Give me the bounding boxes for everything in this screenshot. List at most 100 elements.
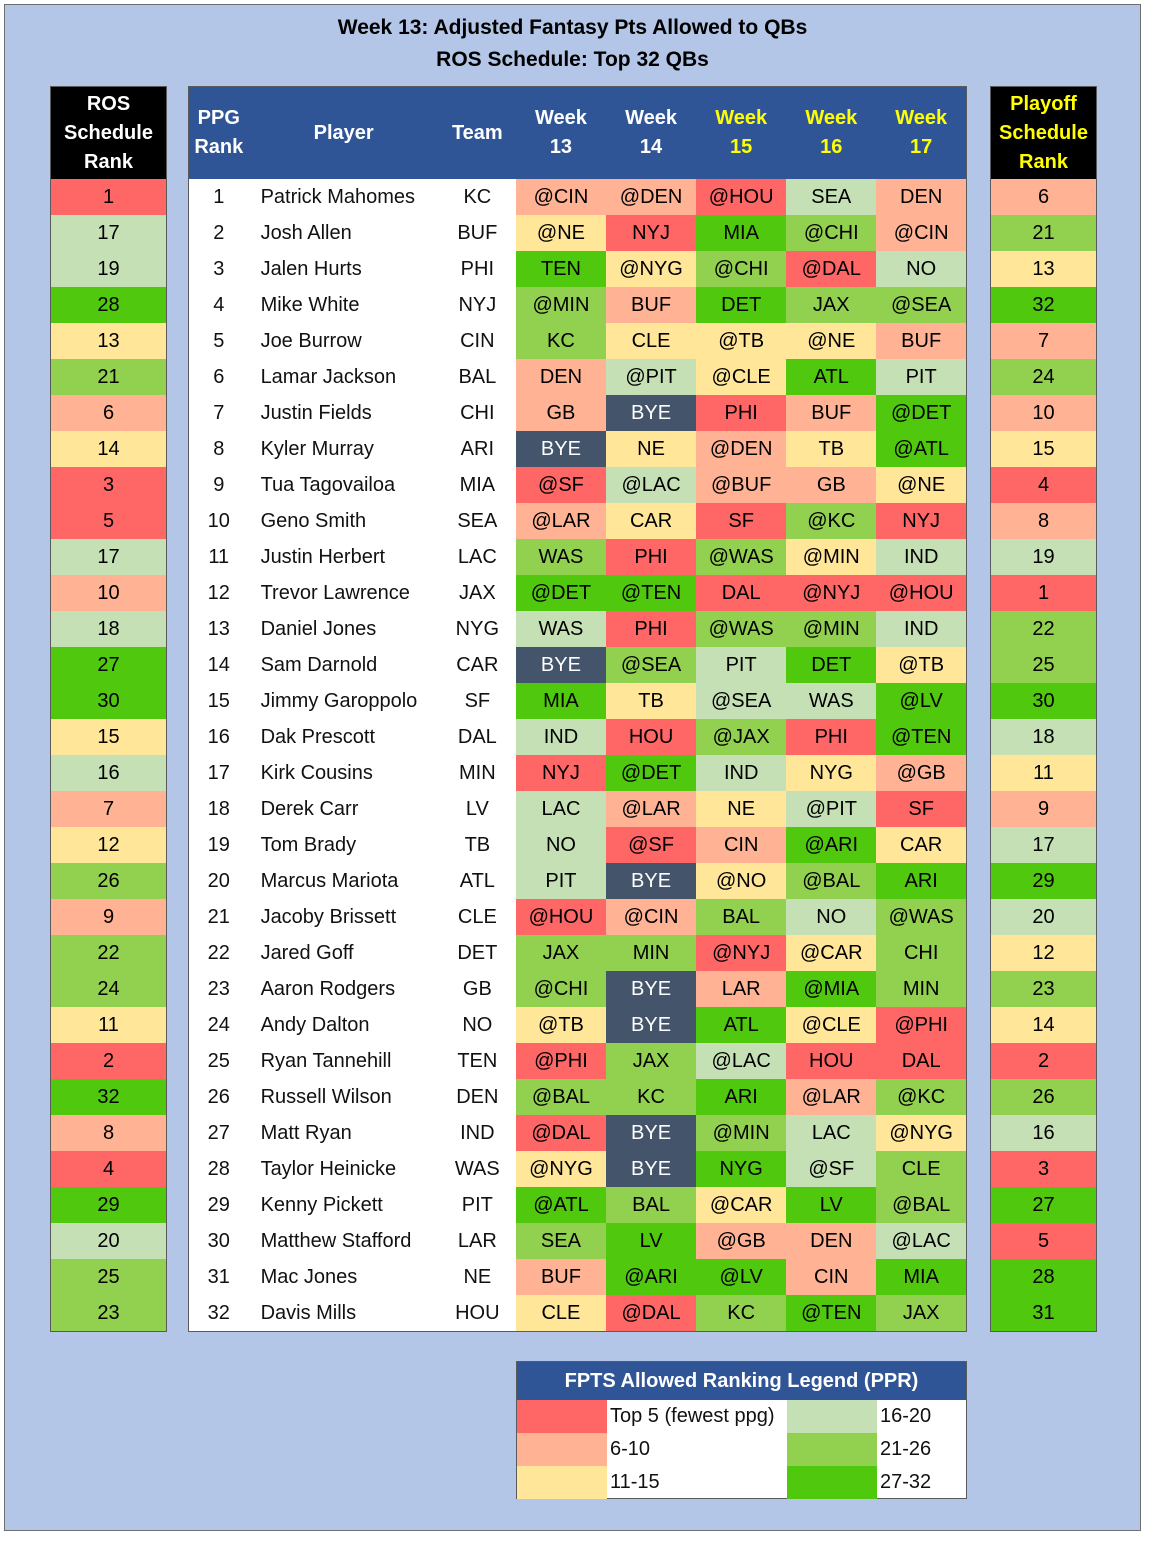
week-16-opponent-cell: @PIT <box>786 791 877 827</box>
table-row: 6 <box>50 395 167 431</box>
week-14-opponent-cell: TB <box>606 683 697 719</box>
week-17-opponent-cell: @TEN <box>876 719 967 755</box>
ppg-rank-cell: 12 <box>188 575 249 611</box>
week-14-opponent-cell: JAX <box>606 1043 697 1079</box>
week-15-opponent-cell: PIT <box>696 647 787 683</box>
table-row: 8 <box>50 1115 167 1151</box>
table-row: 10 Geno Smith SEA @LAR CAR SF @KC NYJ <box>188 503 967 539</box>
player-name-cell: Dak Prescott <box>248 719 439 755</box>
week-17-opponent-cell: SF <box>876 791 967 827</box>
player-name-cell: Jared Goff <box>248 935 439 971</box>
player-name-cell: Russell Wilson <box>248 1079 439 1115</box>
ros-rank-cell: 12 <box>50 827 167 863</box>
legend-label-6-10: 6-10 <box>610 1438 651 1460</box>
week-16-opponent-cell: DEN <box>786 1223 877 1259</box>
team-cell: HOU <box>438 1295 516 1332</box>
table-row: 1 <box>990 575 1097 611</box>
table-row: 22 Jared Goff DET JAX MIN @NYJ @CAR CHI <box>188 935 967 971</box>
week-13-opponent-cell: @LAR <box>515 503 606 539</box>
qb-schedule-table: PPG Rank Player Team Week 13 Week 14 Week 15… <box>188 86 967 1332</box>
playoff-rank-cell: 3 <box>990 1151 1097 1187</box>
table-row: 25 Ryan Tannehill TEN @PHI JAX @LAC HOU DAL <box>188 1043 967 1079</box>
player-name-cell: Jacoby Brissett <box>248 899 439 935</box>
table-row: 24 <box>50 971 167 1007</box>
table-row: 8 Kyler Murray ARI BYE NE @DEN TB @ATL <box>188 431 967 467</box>
ppg-rank-cell: 30 <box>188 1223 249 1259</box>
ppg-rank-cell: 6 <box>188 359 249 395</box>
week-15-opponent-cell: BAL <box>696 899 787 935</box>
week-14-opponent-cell: BAL <box>606 1187 697 1223</box>
week-15-opponent-cell: @NO <box>696 863 787 899</box>
playoff-rank-cell: 10 <box>990 395 1097 431</box>
ros-rank-cell: 16 <box>50 755 167 791</box>
ros-rank-cell: 3 <box>50 467 167 503</box>
ppg-rank-cell: 20 <box>188 863 249 899</box>
week-15-opponent-cell: @CHI <box>696 251 787 287</box>
ppg-rank-cell: 3 <box>188 251 249 287</box>
table-row: 10 <box>990 395 1097 431</box>
playoff-rank-cell: 11 <box>990 755 1097 791</box>
table-row: 10 <box>50 575 167 611</box>
week-13-opponent-cell: @NYG <box>515 1151 606 1187</box>
playoff-rank-cell: 14 <box>990 1007 1097 1043</box>
table-row: 23 Aaron Rodgers GB @CHI BYE LAR @MIA MIN <box>188 971 967 1007</box>
week-16-opponent-cell: @MIN <box>786 539 877 575</box>
ppg-rank-cell: 14 <box>188 647 249 683</box>
ppg-rank-cell: 18 <box>188 791 249 827</box>
week-16-opponent-cell: @LAR <box>786 1079 877 1115</box>
ros-rank-cell: 23 <box>50 1295 167 1332</box>
playoff-rank-cell: 25 <box>990 647 1097 683</box>
playoff-rank-cell: 1 <box>990 575 1097 611</box>
ros-rank-cell: 6 <box>50 395 167 431</box>
table-row: 29 <box>990 863 1097 899</box>
team-cell: NYG <box>438 611 516 647</box>
week-15-opponent-cell: DAL <box>696 575 787 611</box>
team-cell: NO <box>438 1007 516 1043</box>
ppg-rank-cell: 9 <box>188 467 249 503</box>
playoff-rank-cell: 32 <box>990 287 1097 323</box>
table-row: 17 <box>50 215 167 251</box>
table-row: 24 <box>990 359 1097 395</box>
table-row: 17 Kirk Cousins MIN NYJ @DET IND NYG @GB <box>188 755 967 791</box>
ros-rank-cell: 11 <box>50 1007 167 1043</box>
week-16-opponent-cell: TB <box>786 431 877 467</box>
week-17-opponent-cell: ARI <box>876 863 967 899</box>
table-row: 17 <box>990 827 1097 863</box>
player-name-cell: Josh Allen <box>248 215 439 251</box>
table-row: 14 Sam Darnold CAR BYE @SEA PIT DET @TB <box>188 647 967 683</box>
table-row: 12 <box>50 827 167 863</box>
team-header: Team <box>438 86 516 179</box>
playoff-rank-cell: 19 <box>990 539 1097 575</box>
week-17-opponent-cell: @ATL <box>876 431 967 467</box>
playoff-rank-cell: 20 <box>990 899 1097 935</box>
team-cell: IND <box>438 1115 516 1151</box>
week-14-opponent-cell: PHI <box>606 611 697 647</box>
table-row: 20 <box>990 899 1097 935</box>
ros-rank-cell: 13 <box>50 323 167 359</box>
team-cell: MIN <box>438 755 516 791</box>
table-row: 19 Tom Brady TB NO @SF CIN @ARI CAR <box>188 827 967 863</box>
week-15-opponent-cell: @SEA <box>696 683 787 719</box>
week-14-opponent-cell: LV <box>606 1223 697 1259</box>
table-row: 27 <box>50 647 167 683</box>
legend-label-11-15: 11-15 <box>610 1471 660 1493</box>
player-name-cell: Kirk Cousins <box>248 755 439 791</box>
table-row: 29 Kenny Pickett PIT @ATL BAL @CAR LV @BAL <box>188 1187 967 1223</box>
week-15-opponent-cell: CIN <box>696 827 787 863</box>
player-name-cell: Justin Herbert <box>248 539 439 575</box>
table-row: 9 <box>50 899 167 935</box>
ppg-rank-cell: 16 <box>188 719 249 755</box>
week-16-opponent-cell: @DAL <box>786 251 877 287</box>
table-row: 31 <box>990 1295 1097 1332</box>
team-cell: ATL <box>438 863 516 899</box>
table-row: 16 Dak Prescott DAL IND HOU @JAX PHI @TEN <box>188 719 967 755</box>
ppg-rank-cell: 7 <box>188 395 249 431</box>
week-17-opponent-cell: @PHI <box>876 1007 967 1043</box>
playoff-rank-cell: 12 <box>990 935 1097 971</box>
playoff-rank-cell: 31 <box>990 1295 1097 1332</box>
ppg-rank-cell: 15 <box>188 683 249 719</box>
team-cell: WAS <box>438 1151 516 1187</box>
table-row: 4 <box>50 1151 167 1187</box>
week-14-opponent-cell: @LAR <box>606 791 697 827</box>
team-cell: PIT <box>438 1187 516 1223</box>
